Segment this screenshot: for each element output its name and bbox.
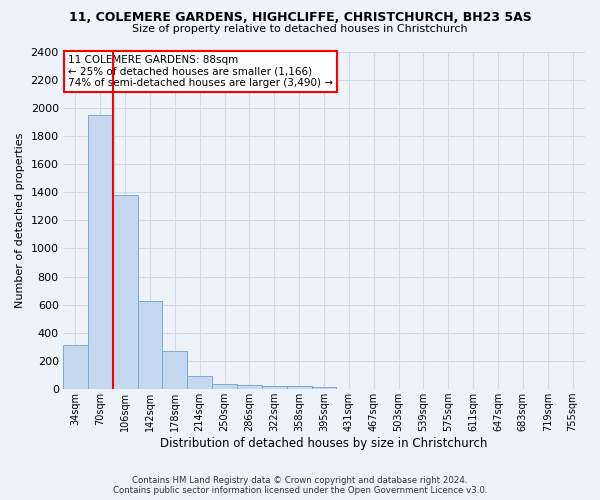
Text: Contains HM Land Registry data © Crown copyright and database right 2024.
Contai: Contains HM Land Registry data © Crown c… [113, 476, 487, 495]
Text: Size of property relative to detached houses in Christchurch: Size of property relative to detached ho… [132, 24, 468, 34]
Text: 11 COLEMERE GARDENS: 88sqm
← 25% of detached houses are smaller (1,166)
74% of s: 11 COLEMERE GARDENS: 88sqm ← 25% of deta… [68, 55, 333, 88]
Bar [137, 301, 163, 389]
Bar [187, 376, 212, 389]
Bar [311, 386, 337, 389]
Bar [237, 385, 262, 389]
X-axis label: Distribution of detached houses by size in Christchurch: Distribution of detached houses by size … [160, 437, 488, 450]
Bar [163, 351, 187, 389]
Text: 11, COLEMERE GARDENS, HIGHCLIFFE, CHRISTCHURCH, BH23 5AS: 11, COLEMERE GARDENS, HIGHCLIFFE, CHRIST… [68, 11, 532, 24]
Bar [63, 345, 88, 389]
Bar [287, 386, 311, 389]
Bar [113, 195, 137, 389]
Bar [262, 386, 287, 389]
Bar [212, 384, 237, 389]
Y-axis label: Number of detached properties: Number of detached properties [15, 132, 25, 308]
Bar [88, 115, 113, 389]
